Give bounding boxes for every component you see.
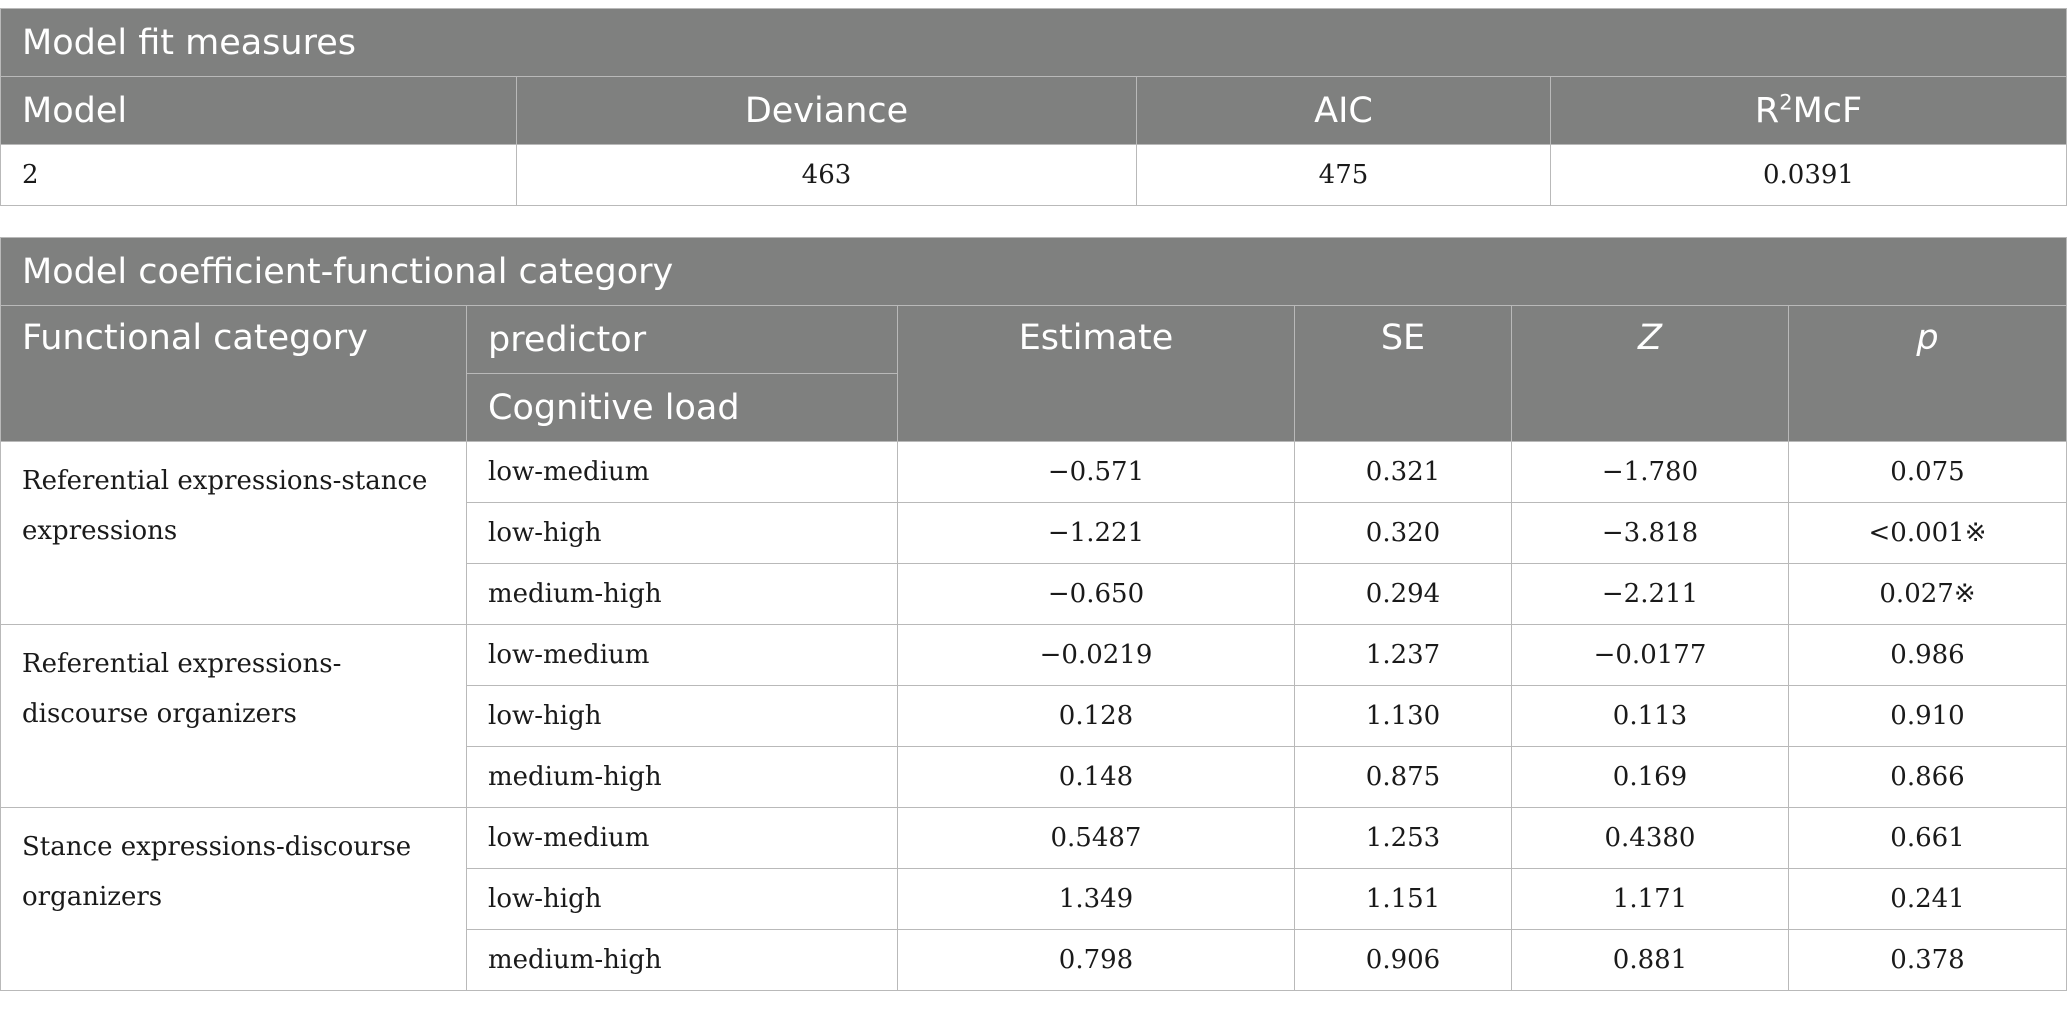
estimate-cell: 1.349	[897, 868, 1295, 930]
predictor-cell: low-high	[466, 868, 898, 930]
predictor-cell: low-high	[466, 502, 898, 564]
header-cognitive-load: Cognitive load	[466, 373, 898, 442]
p-cell: 0.027※	[1787, 563, 2067, 625]
predictor-cell: medium-high	[466, 746, 898, 808]
category-cell: Stance expressions-discourse organizers	[0, 807, 467, 991]
header-r2mcf-sup: 2	[1779, 89, 1793, 114]
p-cell: 0.378	[1787, 929, 2067, 991]
z-cell: −0.0177	[1511, 624, 1789, 686]
estimate-cell: −0.650	[897, 563, 1295, 625]
table-row: Stance expressions-discourse organizers …	[0, 807, 2067, 991]
cell-aic: 475	[1136, 144, 1551, 206]
estimate-cell: 0.148	[897, 746, 1295, 808]
z-cell: 0.881	[1511, 929, 1789, 991]
se-cell: 1.253	[1294, 807, 1512, 869]
z-cell: 1.171	[1511, 868, 1789, 930]
se-cell: 0.320	[1294, 502, 1512, 564]
p-cell: 0.986	[1787, 624, 2067, 686]
p-cell: 0.910	[1787, 685, 2067, 747]
p-cell: <0.001※	[1787, 502, 2067, 564]
predictor-cell: low-high	[466, 685, 898, 747]
table-row: medium-high −0.650 0.294 −2.211 0.027※	[1, 563, 2067, 625]
z-cell: −2.211	[1511, 563, 1789, 625]
estimate-cell: 0.128	[897, 685, 1295, 747]
z-cell: 0.169	[1511, 746, 1789, 808]
header-z: Z	[1511, 305, 1789, 442]
z-cell: 0.4380	[1511, 807, 1789, 869]
header-estimate: Estimate	[897, 305, 1295, 442]
category-cell: Referential expressions-stance expressio…	[0, 441, 467, 625]
header-p: p	[1787, 305, 2067, 442]
category-cell: Referential expressions-discourse organi…	[0, 624, 467, 808]
se-cell: 1.237	[1294, 624, 1512, 686]
header-predictor: predictor	[466, 305, 898, 374]
table-row: Referential expressions-discourse organi…	[0, 624, 2067, 808]
se-cell: 1.130	[1294, 685, 1512, 747]
se-cell: 0.875	[1294, 746, 1512, 808]
se-cell: 0.321	[1294, 441, 1512, 503]
estimate-cell: −0.0219	[897, 624, 1295, 686]
header-model: Model	[0, 76, 517, 145]
estimate-cell: 0.798	[897, 929, 1295, 991]
cell-r2mcf: 0.0391	[1550, 144, 2067, 206]
z-cell: −1.780	[1511, 441, 1789, 503]
table-row: medium-high 0.798 0.906 0.881 0.378	[1, 929, 2067, 991]
se-cell: 0.906	[1294, 929, 1512, 991]
model-coefficient-table: Model coefficient-functional category Fu…	[0, 237, 2067, 991]
coef-table-title: Model coefficient-functional category	[0, 237, 2067, 306]
header-se: SE	[1294, 305, 1512, 442]
header-r2mcf-r: R	[1754, 90, 1780, 131]
header-deviance: Deviance	[516, 76, 1137, 145]
estimate-cell: −0.571	[897, 441, 1295, 503]
table-row: 2 463 475 0.0391	[0, 144, 2067, 206]
predictor-cell: medium-high	[466, 929, 898, 991]
header-functional-category: Functional category	[0, 305, 467, 442]
cell-model: 2	[0, 144, 517, 206]
table-row: Referential expressions-stance expressio…	[0, 441, 2067, 625]
estimate-cell: −1.221	[897, 502, 1295, 564]
p-cell: 0.241	[1787, 868, 2067, 930]
predictor-cell: low-medium	[466, 807, 898, 869]
z-cell: −3.818	[1511, 502, 1789, 564]
p-cell: 0.661	[1787, 807, 2067, 869]
table-row: low-high −1.221 0.320 −3.818 <0.001※	[1, 502, 2067, 564]
cell-deviance: 463	[516, 144, 1137, 206]
header-r2mcf: R2McF	[1550, 76, 2067, 145]
z-cell: 0.113	[1511, 685, 1789, 747]
p-cell: 0.866	[1787, 746, 2067, 808]
predictor-cell: low-medium	[466, 441, 898, 503]
predictor-cell: low-medium	[466, 624, 898, 686]
table-row: low-high 1.349 1.151 1.171 0.241	[1, 868, 2067, 930]
estimate-cell: 0.5487	[897, 807, 1295, 869]
header-aic: AIC	[1136, 76, 1551, 145]
predictor-cell: medium-high	[466, 563, 898, 625]
model-fit-table: Model fit measures Model Deviance AIC R2…	[0, 8, 2067, 206]
table-row: medium-high 0.148 0.875 0.169 0.866	[1, 746, 2067, 808]
p-cell: 0.075	[1787, 441, 2067, 503]
se-cell: 0.294	[1294, 563, 1512, 625]
header-r2mcf-mcf: McF	[1792, 90, 1863, 131]
se-cell: 1.151	[1294, 868, 1512, 930]
fit-table-title: Model fit measures	[0, 8, 2067, 77]
